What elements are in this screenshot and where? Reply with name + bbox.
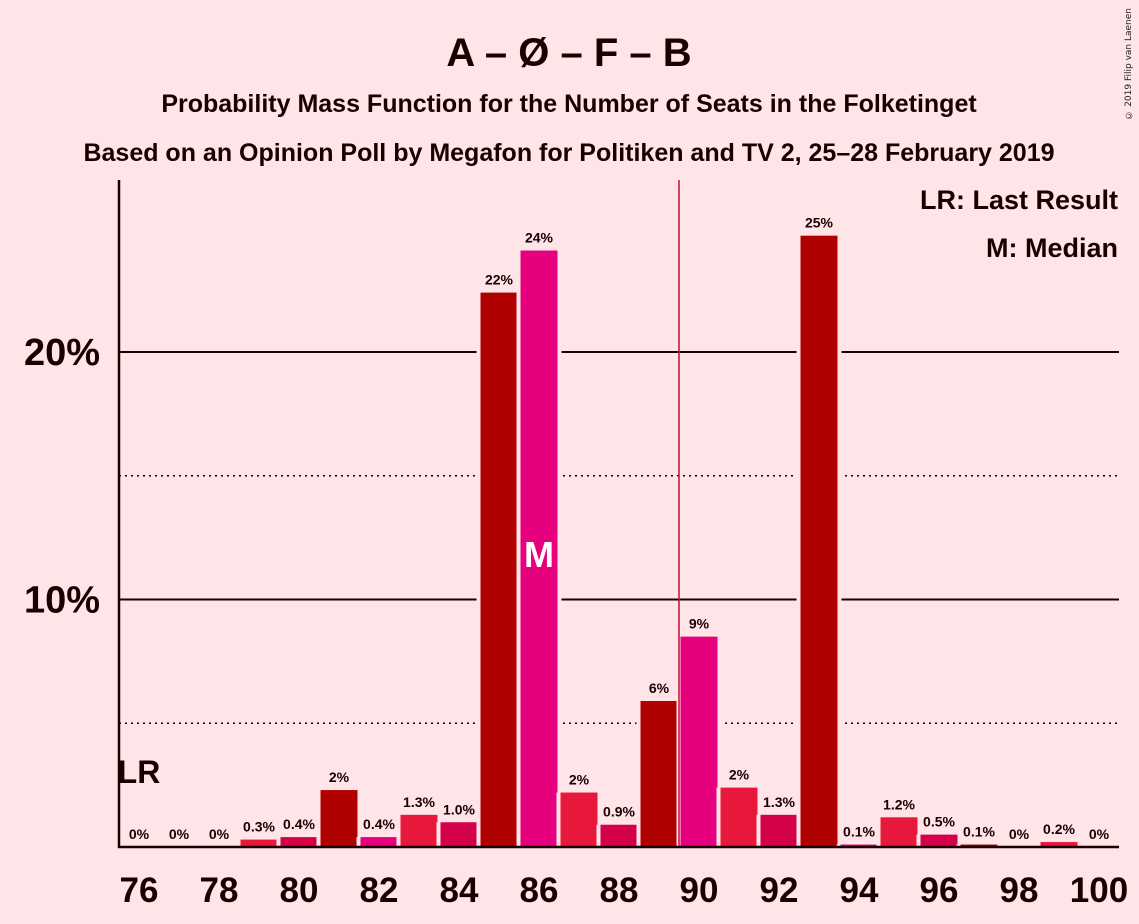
bars bbox=[236, 235, 1082, 848]
x-tick-label: 84 bbox=[440, 871, 479, 910]
data-label: 2% bbox=[329, 769, 350, 785]
x-tick-label: 80 bbox=[280, 871, 319, 910]
data-label: 1.3% bbox=[403, 794, 435, 810]
bar bbox=[1040, 842, 1078, 847]
bar bbox=[240, 839, 278, 847]
x-tick-label: 94 bbox=[840, 871, 879, 910]
bar bbox=[920, 834, 958, 847]
data-label: 0.4% bbox=[283, 816, 315, 832]
bar bbox=[760, 814, 798, 847]
data-label: 0% bbox=[209, 826, 230, 842]
legend-median: M: Median bbox=[986, 233, 1118, 263]
bar bbox=[600, 824, 638, 847]
bar bbox=[680, 636, 718, 847]
bar bbox=[520, 250, 558, 847]
data-label: 24% bbox=[525, 230, 554, 246]
chart-subtitle: Probability Mass Function for the Number… bbox=[161, 90, 977, 118]
x-tick-label: 88 bbox=[600, 871, 639, 910]
x-tick-label: 98 bbox=[1000, 871, 1039, 910]
data-label: 0.1% bbox=[963, 824, 995, 840]
bar bbox=[480, 292, 518, 848]
bar bbox=[360, 837, 398, 847]
gridlines bbox=[119, 351, 1119, 724]
y-tick-label: 10% bbox=[24, 580, 100, 622]
x-tick-label: 90 bbox=[680, 871, 719, 910]
x-tick-label: 96 bbox=[920, 871, 959, 910]
bar bbox=[880, 817, 918, 847]
x-tick-label: 100 bbox=[1070, 871, 1128, 910]
data-label: 0% bbox=[1009, 826, 1030, 842]
bar bbox=[800, 235, 838, 848]
data-label: 9% bbox=[689, 616, 710, 632]
bar bbox=[640, 700, 678, 847]
x-tick-label: 86 bbox=[520, 871, 559, 910]
data-label: 0% bbox=[1089, 826, 1110, 842]
data-label: 2% bbox=[729, 767, 750, 783]
data-label: 0.5% bbox=[923, 814, 955, 830]
data-label: 0.3% bbox=[243, 819, 275, 835]
data-label: 6% bbox=[649, 680, 670, 696]
y-tick-label: 20% bbox=[24, 332, 100, 374]
data-label: 1.0% bbox=[443, 801, 475, 817]
bar bbox=[560, 792, 598, 847]
chart-title: A – Ø – F – B bbox=[446, 31, 691, 75]
data-label: 25% bbox=[805, 215, 834, 231]
median-marker: M bbox=[524, 534, 554, 575]
copyright-note: © 2019 Filip van Laenen bbox=[1124, 8, 1134, 120]
bar bbox=[440, 822, 478, 847]
bar bbox=[320, 790, 358, 847]
chart-subtitle-2: Based on an Opinion Poll by Megafon for … bbox=[83, 139, 1054, 167]
last-result-marker: LR bbox=[118, 754, 161, 790]
axes: 10% 20% 76 78 80 82 84 86 88 90 92 94 96 98 100 bbox=[24, 180, 1128, 910]
legend-last-result: LR: Last Result bbox=[920, 185, 1118, 215]
data-label: 22% bbox=[485, 272, 514, 288]
data-label: 0% bbox=[129, 826, 150, 842]
x-tick-label: 92 bbox=[760, 871, 799, 910]
bar bbox=[720, 787, 758, 847]
data-label: 0.4% bbox=[363, 816, 395, 832]
data-label: 1.3% bbox=[763, 794, 795, 810]
x-tick-label: 78 bbox=[200, 871, 239, 910]
annotations: 0% 0% 0% 0.3% 0.4% 2% 0.4% 1.3% 1.0% 22% 24% 2% 0.9%… bbox=[118, 180, 1110, 847]
bar bbox=[400, 814, 438, 847]
data-label: 0.2% bbox=[1043, 821, 1075, 837]
bar bbox=[280, 837, 318, 847]
data-label: 0.1% bbox=[843, 824, 875, 840]
data-label: 0% bbox=[169, 826, 190, 842]
data-label: 1.2% bbox=[883, 796, 915, 812]
data-label: 0.9% bbox=[603, 804, 635, 820]
data-label: 2% bbox=[569, 772, 590, 788]
x-tick-label: 76 bbox=[120, 871, 159, 910]
x-tick-label: 82 bbox=[360, 871, 399, 910]
